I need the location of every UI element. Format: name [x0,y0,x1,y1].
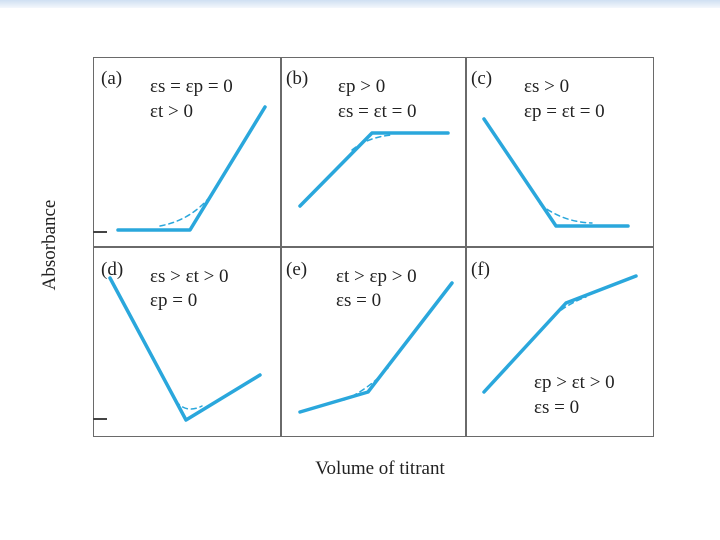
panel-b-label: (b) [286,68,309,89]
y-axis-label: Absorbance [39,199,60,291]
panel-a-condition-2: εt > 0 [150,101,193,122]
panel-c-condition-2: εp = εt = 0 [524,101,605,122]
curve-d-dashed [175,400,203,410]
panel-d-condition-2: εp = 0 [150,290,198,311]
curve-d [108,276,262,422]
grid-divider-horizontal [94,246,653,248]
curve-d-segments [108,276,262,422]
curve-e-segments [298,281,454,414]
curve-b [298,131,450,208]
curve-f-segments [482,274,638,394]
curve-e [298,281,454,414]
panel-c-condition-1: εs > 0 [524,76,570,97]
curve-b-dashed [351,134,393,151]
panel-b-condition-2: εs = εt = 0 [338,101,417,122]
panel-d-label: (d) [101,259,124,280]
panel-e-condition-1: εt > εp > 0 [336,266,417,287]
panel-d-condition-1: εs > εt > 0 [150,266,229,287]
panel-f-label: (f) [471,259,490,280]
curve-c-segments [482,117,630,228]
panel-f-condition-2: εs = 0 [534,397,580,418]
curve-e-dashed [343,367,389,401]
curve-a [116,105,267,232]
panel-a-label: (a) [101,68,123,89]
zero-tick-top [93,231,107,233]
curve-c [482,117,630,228]
panel-e-label: (e) [286,259,308,280]
panel-f-condition-1: εp > εt > 0 [534,372,615,393]
panel-a-condition-1: εs = εp = 0 [150,76,233,97]
panel-b-condition-1: εp > 0 [338,76,386,97]
curve-b-segments [298,131,450,208]
curve-c-dashed [539,203,593,224]
curve-f [482,274,638,394]
figure-frame [93,57,654,437]
zero-tick-bottom [93,418,107,420]
top-band [0,0,720,8]
panel-e-condition-2: εs = 0 [336,290,382,311]
curve-a-segments [116,105,267,232]
curve-a-dashed [159,193,213,227]
curve-f-dashed [547,296,587,323]
x-axis-label: Volume of titrant [315,458,445,479]
panel-c-label: (c) [471,68,493,89]
